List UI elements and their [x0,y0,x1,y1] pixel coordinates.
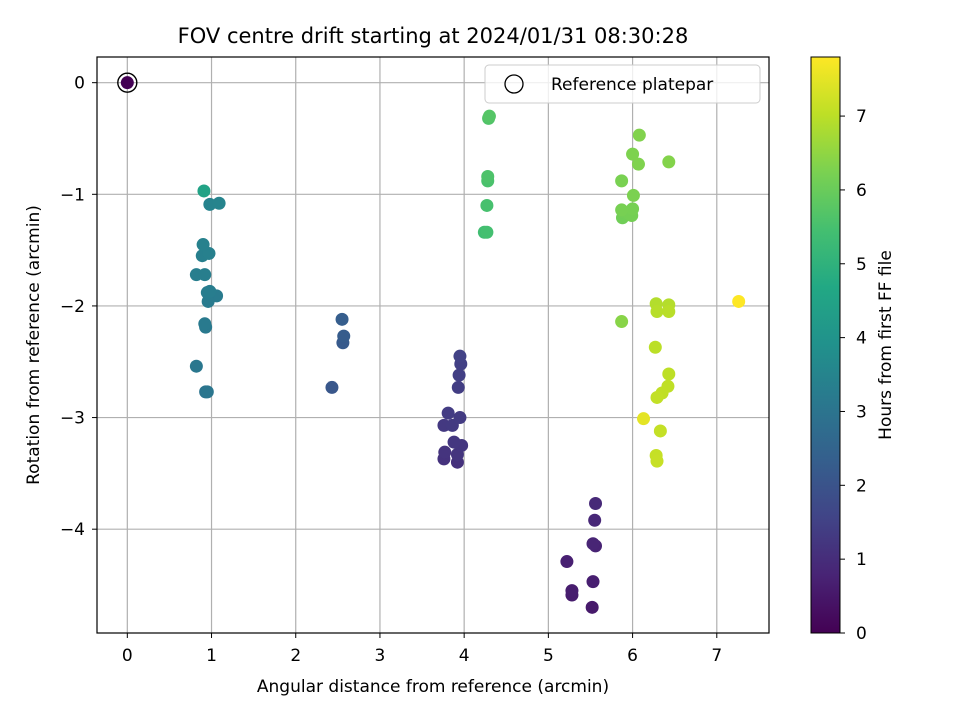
x-tick-label: 1 [206,646,217,666]
colorbar-tick-label: 5 [856,255,867,275]
data-point [662,367,676,381]
y-tick-label: −3 [60,409,85,429]
legend: Reference platepar [484,64,761,104]
colorbar-tick-label: 4 [856,329,867,349]
data-point [560,555,574,569]
data-point [615,315,629,329]
chart-title: FOV centre drift starting at 2024/01/31 … [178,24,689,48]
data-point [325,380,339,394]
data-point [626,147,640,161]
data-point [653,424,667,438]
x-axis-label: Angular distance from reference (arcmin) [257,677,609,697]
data-point [480,225,494,239]
data-point [662,155,676,169]
legend-marker-reference [504,74,524,94]
data-point [453,411,467,425]
data-point [585,600,599,614]
reference-platepar-marker [117,72,138,93]
x-tick-label: 2 [290,646,301,666]
data-point [637,412,651,426]
data-point [203,284,217,298]
data-point [565,584,579,598]
y-tick-label: −2 [60,297,85,317]
data-point [650,390,664,404]
data-point [626,188,640,202]
data-point [452,368,466,382]
data-point [615,174,629,188]
data-point [588,513,602,527]
data-point [481,169,495,183]
data-point [438,445,452,459]
plot-area-frame [96,56,770,634]
data-point [120,76,134,90]
y-axis-label: Rotation from reference (arcmin) [24,205,44,485]
x-tick-label: 3 [375,646,386,666]
colorbar-ticks: 0 1 2 3 4 5 6 7 [840,107,867,644]
colorbar-tick-label: 7 [856,107,867,127]
data-point [451,380,465,394]
x-tick-label: 4 [459,646,470,666]
colorbar-tick-label: 0 [856,624,867,644]
data-point [631,157,645,171]
data-point [626,202,640,216]
data-point [447,435,461,449]
y-tick-label: −4 [60,520,85,540]
data-point [196,238,210,252]
x-axis-ticks: 0 1 2 3 4 5 6 7 [122,633,722,666]
data-point [648,340,662,354]
y-axis-ticks: 0 −1 −2 −3 −4 [60,74,97,540]
data-point [650,305,664,319]
grid [97,57,769,633]
legend-box [484,64,761,104]
data-point [189,359,203,373]
data-point [589,497,603,511]
colorbar-tick-label: 1 [856,550,867,570]
data-point [212,196,226,210]
legend-entry-reference: Reference platepar [551,75,713,95]
data-point [480,198,494,212]
x-tick-label: 7 [711,646,722,666]
colorbar-tick-label: 3 [856,402,867,422]
scatter-points [117,72,746,614]
x-tick-label: 5 [543,646,554,666]
y-tick-label: −1 [60,185,85,205]
y-tick-label: 0 [74,74,85,94]
data-point [453,349,467,363]
data-point [586,537,600,551]
data-point [441,406,455,420]
colorbar: 0 1 2 3 4 5 6 7 Hours from first FF file [810,56,896,644]
data-point [632,128,646,142]
data-point [650,454,664,468]
data-point [335,312,349,326]
data-point [200,385,214,399]
colorbar-tick-label: 6 [856,181,867,201]
data-point [198,268,212,282]
data-point [198,317,212,331]
x-tick-label: 6 [627,646,638,666]
colorbar-label: Hours from first FF file [876,250,896,440]
data-point [197,184,211,198]
data-point [482,109,496,123]
data-point [662,305,676,319]
data-point [732,294,746,308]
colorbar-tick-label: 2 [856,476,867,496]
x-tick-label: 0 [122,646,133,666]
data-point [337,329,351,343]
colorbar-gradient [810,56,841,634]
data-point [615,203,629,217]
data-point [586,575,600,589]
